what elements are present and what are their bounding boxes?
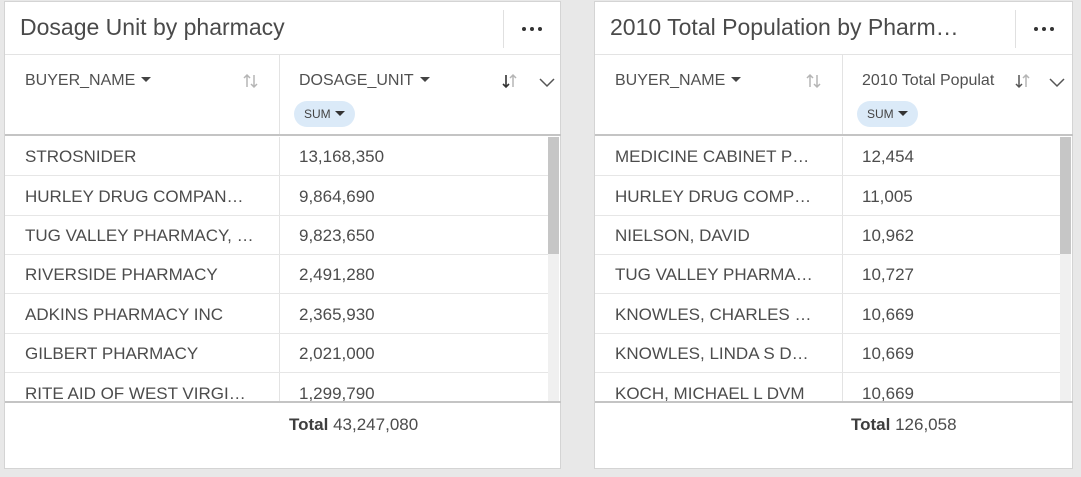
caret-down-icon: [897, 111, 908, 116]
card-title: Dosage Unit by pharmacy: [20, 14, 285, 40]
column-divider: [842, 137, 843, 401]
scrollbar-thumb[interactable]: [1060, 137, 1071, 254]
column-label: 2010 Total Populat: [862, 72, 995, 89]
value-cell: 2,021,000: [299, 344, 375, 363]
value-cell: 12,454: [862, 147, 914, 166]
total-label: Total: [289, 415, 329, 434]
buyer-name-cell: ADKINS PHARMACY INC: [25, 305, 224, 324]
total-row: Total 43,247,080: [289, 415, 418, 435]
table-row[interactable]: KNOWLES, LINDA S D… 10,669: [595, 334, 1060, 373]
sort-desc-icon[interactable]: [500, 71, 520, 91]
value-cell: 11,005: [862, 187, 913, 206]
total-label: Total: [851, 415, 891, 434]
table-row[interactable]: KOCH, MICHAEL L DVM 10,669: [595, 374, 1060, 401]
column-divider: [279, 137, 280, 401]
more-options-button[interactable]: [1015, 10, 1071, 48]
card-header: Dosage Unit by pharmacy: [5, 2, 560, 55]
buyer-name-cell: HURLEY DRUG COMPAN…: [25, 187, 244, 206]
total-row: Total 126,058: [851, 415, 957, 435]
sort-arrows-icon[interactable]: [804, 71, 824, 91]
buyer-name-cell: KOCH, MICHAEL L DVM: [615, 384, 805, 401]
table-row[interactable]: KNOWLES, CHARLES … 10,669: [595, 295, 1060, 334]
table-row[interactable]: ADKINS PHARMACY INC 2,365,930: [5, 295, 548, 334]
aggregation-dropdown[interactable]: SUM: [294, 101, 355, 127]
caret-down-icon: [731, 77, 742, 82]
buyer-name-cell: KNOWLES, CHARLES …: [615, 305, 812, 324]
buyer-name-cell: RIVERSIDE PHARMACY: [25, 265, 218, 284]
table-row[interactable]: RIVERSIDE PHARMACY 2,491,280: [5, 255, 548, 294]
buyer-name-cell: KNOWLES, LINDA S D…: [615, 344, 809, 363]
table-row[interactable]: GILBERT PHARMACY 2,021,000: [5, 334, 548, 373]
value-cell: 10,962: [862, 226, 914, 245]
buyer-name-cell: NIELSON, DAVID: [615, 226, 750, 245]
table-row[interactable]: MEDICINE CABINET P… 12,454: [595, 137, 1060, 176]
vertical-scrollbar[interactable]: [1060, 137, 1071, 401]
aggregation-dropdown[interactable]: SUM: [857, 101, 918, 127]
value-cell: 10,669: [862, 384, 914, 401]
sort-arrows-icon[interactable]: [241, 71, 261, 91]
table-row[interactable]: HURLEY DRUG COMP… 11,005: [595, 177, 1060, 216]
value-cell: 1,299,790: [299, 384, 375, 401]
total-value: 43,247,080: [333, 415, 419, 434]
header-divider: [5, 134, 561, 136]
card-title: 2010 Total Population by Pharm…: [610, 14, 959, 40]
vertical-scrollbar[interactable]: [548, 137, 559, 401]
column-label: BUYER_NAME: [615, 72, 726, 89]
value-cell: 13,168,350: [299, 147, 385, 166]
caret-down-icon: [334, 111, 345, 116]
buyer-name-cell: HURLEY DRUG COMP…: [615, 187, 812, 206]
buyer-name-cell: GILBERT PHARMACY: [25, 344, 199, 363]
buyer-name-cell: RITE AID OF WEST VIRGI…: [25, 384, 246, 401]
buyer-name-cell: MEDICINE CABINET P…: [615, 147, 810, 166]
sort-desc-icon[interactable]: [1013, 71, 1033, 91]
table-row[interactable]: RITE AID OF WEST VIRGI… 1,299,790: [5, 374, 548, 401]
column-divider: [842, 55, 843, 135]
value-cell: 10,669: [862, 305, 914, 324]
value-cell: 10,727: [862, 265, 914, 284]
caret-down-icon: [141, 77, 152, 82]
aggregation-label: SUM: [304, 107, 331, 121]
footer-divider: [5, 401, 561, 403]
value-cell: 9,864,690: [299, 187, 375, 206]
table-row[interactable]: STROSNIDER 13,168,350: [5, 137, 548, 176]
column-header-population[interactable]: 2010 Total Populat SUM: [843, 55, 1073, 135]
total-value: 126,058: [895, 415, 957, 434]
caret-down-icon: [419, 77, 430, 82]
chevron-down-icon[interactable]: [1048, 73, 1066, 91]
column-label: BUYER_NAME: [25, 72, 136, 89]
column-header-dosage-unit[interactable]: DOSAGE_UNIT SUM: [280, 55, 561, 135]
table-row[interactable]: TUG VALLEY PHARMACY, … 9,823,650: [5, 216, 548, 255]
scrollbar-thumb[interactable]: [548, 137, 559, 254]
column-divider: [279, 55, 280, 135]
buyer-name-cell: TUG VALLEY PHARMACY, …: [25, 226, 254, 245]
table-row[interactable]: TUG VALLEY PHARMA… 10,727: [595, 255, 1060, 294]
more-horizontal-icon: [521, 27, 542, 31]
value-cell: 2,491,280: [299, 265, 375, 284]
dosage-unit-card: Dosage Unit by pharmacy BUYER_NAME DOSAG…: [4, 1, 561, 469]
more-horizontal-icon: [1033, 27, 1054, 31]
aggregation-label: SUM: [867, 107, 894, 121]
value-cell: 2,365,930: [299, 305, 375, 324]
column-label: DOSAGE_UNIT: [299, 72, 414, 89]
population-card: 2010 Total Population by Pharm… BUYER_NA…: [594, 1, 1073, 469]
value-cell: 10,669: [862, 344, 914, 363]
buyer-name-cell: TUG VALLEY PHARMA…: [615, 265, 813, 284]
header-divider: [595, 134, 1073, 136]
table-row[interactable]: HURLEY DRUG COMPAN… 9,864,690: [5, 177, 548, 216]
footer-divider: [595, 401, 1073, 403]
more-options-button[interactable]: [503, 10, 559, 48]
card-header: 2010 Total Population by Pharm…: [595, 2, 1072, 55]
buyer-name-cell: STROSNIDER: [25, 147, 137, 166]
value-cell: 9,823,650: [299, 226, 375, 245]
column-header-buyer-name[interactable]: BUYER_NAME: [595, 55, 842, 135]
table-row[interactable]: NIELSON, DAVID 10,962: [595, 216, 1060, 255]
chevron-down-icon[interactable]: [538, 73, 556, 91]
table-body: STROSNIDER 13,168,350 HURLEY DRUG COMPAN…: [5, 137, 548, 401]
table-body: MEDICINE CABINET P… 12,454 HURLEY DRUG C…: [595, 137, 1060, 401]
column-header-buyer-name[interactable]: BUYER_NAME: [5, 55, 279, 135]
